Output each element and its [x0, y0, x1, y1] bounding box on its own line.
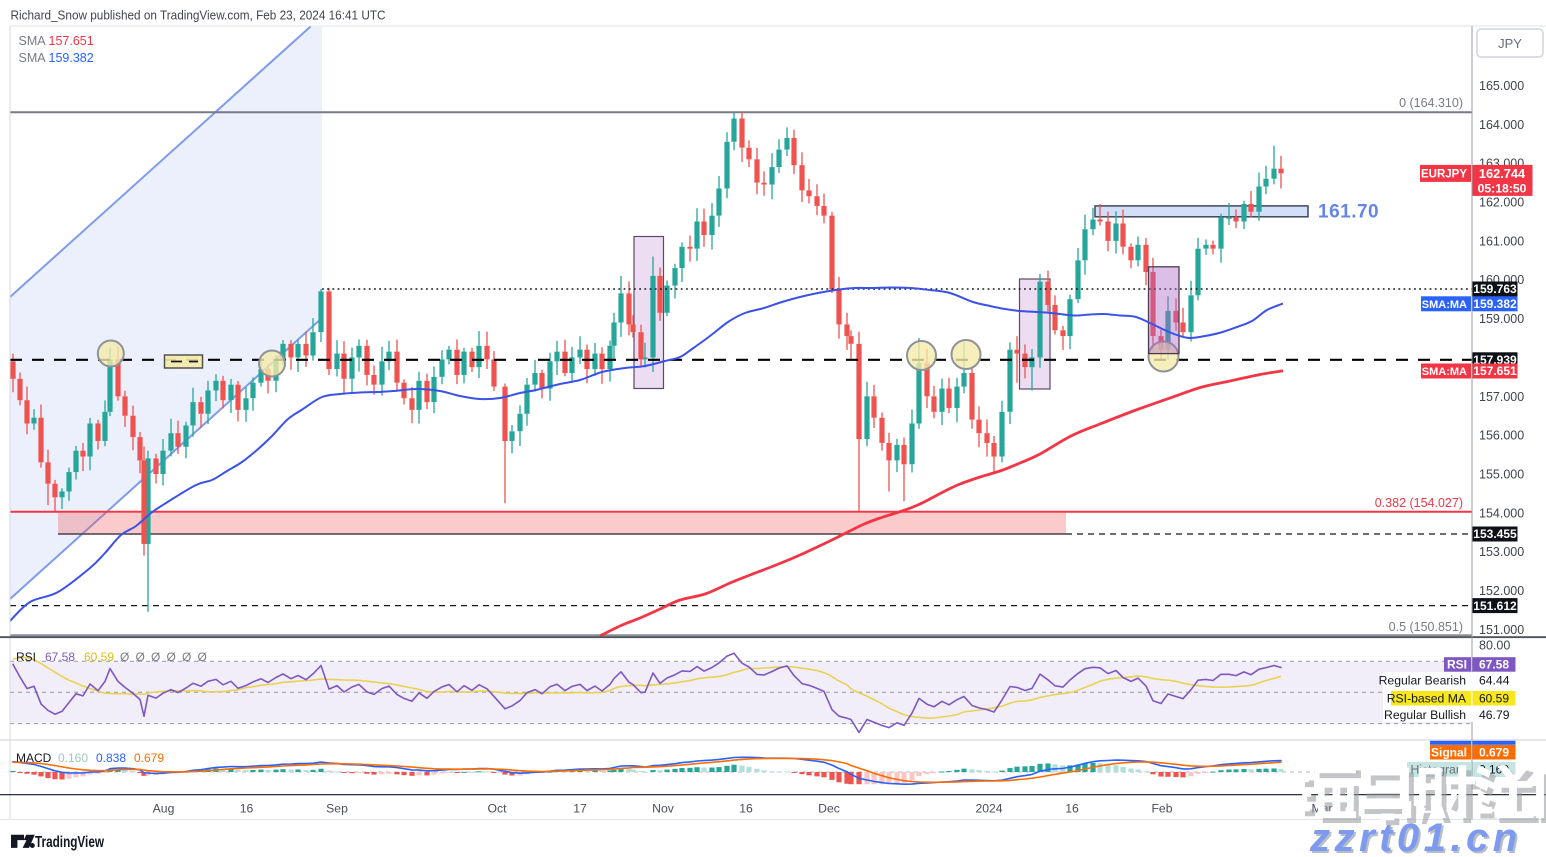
svg-text:0 (164.310): 0 (164.310): [1399, 96, 1463, 110]
svg-text:Ø: Ø: [120, 650, 129, 664]
svg-text:162.744: 162.744: [1479, 166, 1526, 181]
svg-text:Regular Bearish: Regular Bearish: [1379, 674, 1466, 688]
svg-text:Ø: Ø: [167, 650, 176, 664]
svg-text:152.000: 152.000: [1479, 584, 1524, 598]
svg-text:67.58: 67.58: [45, 650, 75, 664]
svg-text:Ø: Ø: [136, 650, 145, 664]
svg-text:60.59: 60.59: [1479, 692, 1509, 706]
svg-text:157.651: 157.651: [49, 34, 94, 48]
svg-text:Regular Bullish: Regular Bullish: [1384, 708, 1466, 722]
svg-text:Ø: Ø: [151, 650, 160, 664]
svg-text:159.000: 159.000: [1479, 312, 1524, 326]
svg-text:16: 16: [739, 802, 753, 816]
svg-text:60.59: 60.59: [84, 650, 114, 664]
svg-text:0.160: 0.160: [58, 751, 88, 765]
svg-text:Ø: Ø: [182, 650, 191, 664]
svg-text:RSI: RSI: [16, 650, 36, 664]
svg-text:JPY: JPY: [1498, 36, 1522, 51]
svg-text:157.651: 157.651: [1473, 364, 1517, 378]
svg-text:0.382 (154.027): 0.382 (154.027): [1375, 496, 1463, 510]
svg-text:16: 16: [1065, 802, 1079, 816]
svg-text:156.000: 156.000: [1479, 429, 1524, 443]
svg-text:153.000: 153.000: [1479, 545, 1524, 559]
svg-text:67.58: 67.58: [1479, 658, 1509, 672]
svg-text:0.679: 0.679: [134, 751, 164, 765]
svg-text:Nov: Nov: [652, 802, 675, 816]
svg-text:17: 17: [573, 802, 587, 816]
svg-text:Oct: Oct: [488, 802, 508, 816]
svg-text:162.000: 162.000: [1479, 196, 1524, 210]
svg-text:0.838: 0.838: [96, 751, 126, 765]
svg-text:157.000: 157.000: [1479, 390, 1524, 404]
svg-text:159.382: 159.382: [49, 51, 94, 65]
svg-text:Aug: Aug: [153, 802, 175, 816]
svg-text:155.000: 155.000: [1479, 468, 1524, 482]
svg-text:165.000: 165.000: [1479, 79, 1524, 93]
svg-text:46.79: 46.79: [1479, 708, 1510, 722]
svg-text:Signal: Signal: [1431, 746, 1467, 760]
svg-text:159.382: 159.382: [1473, 297, 1517, 311]
svg-text:zzrt01.cn: zzrt01.cn: [1311, 818, 1524, 857]
svg-text:SMA:MA: SMA:MA: [1422, 366, 1467, 378]
svg-text:80.00: 80.00: [1479, 639, 1510, 653]
svg-text:151.612: 151.612: [1473, 599, 1517, 613]
svg-text:Sep: Sep: [326, 802, 348, 816]
svg-text:SMA: SMA: [19, 51, 47, 65]
svg-text:Richard_Snow published on Trad: Richard_Snow published on TradingView.co…: [11, 8, 386, 23]
svg-text:MACD: MACD: [16, 751, 52, 765]
svg-text:zzrt01.cn: zzrt01.cn: [1309, 816, 1522, 857]
svg-text:EURJPY: EURJPY: [1421, 169, 1467, 181]
svg-text:0.679: 0.679: [1479, 746, 1509, 760]
svg-text:64.44: 64.44: [1479, 674, 1510, 688]
svg-text:RSI-based MA: RSI-based MA: [1387, 692, 1467, 706]
svg-text:Dec: Dec: [818, 802, 840, 816]
svg-text:159.763: 159.763: [1473, 282, 1517, 296]
svg-text:161.70: 161.70: [1318, 202, 1379, 223]
svg-text:164.000: 164.000: [1479, 118, 1524, 132]
svg-text:16: 16: [240, 802, 254, 816]
svg-text:2024: 2024: [975, 802, 1002, 816]
svg-text:05:18:50: 05:18:50: [1478, 182, 1527, 196]
svg-text:161.000: 161.000: [1479, 234, 1524, 248]
svg-text:154.000: 154.000: [1479, 506, 1524, 520]
svg-text:151.000: 151.000: [1479, 623, 1524, 637]
svg-text:TradingView: TradingView: [35, 834, 105, 851]
svg-text:Ø: Ø: [198, 650, 207, 664]
svg-text:0.5 (150.851): 0.5 (150.851): [1389, 620, 1463, 634]
svg-text:153.455: 153.455: [1473, 527, 1517, 541]
svg-text:RSI: RSI: [1447, 658, 1467, 672]
svg-text:SMA:MA: SMA:MA: [1422, 299, 1467, 311]
svg-text:Feb: Feb: [1151, 802, 1172, 816]
svg-text:SMA: SMA: [19, 34, 47, 48]
